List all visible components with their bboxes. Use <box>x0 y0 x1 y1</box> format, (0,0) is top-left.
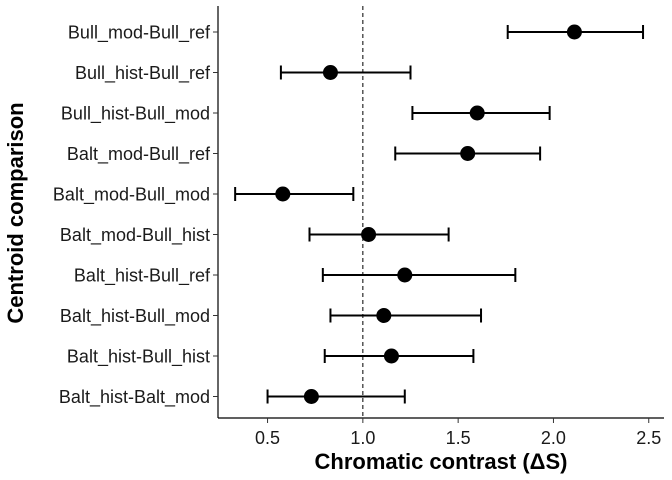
plot-area <box>234 6 645 418</box>
data-point <box>303 389 319 404</box>
data-point-group <box>234 186 355 202</box>
y-tick-label: Balt_mod-Bull_hist <box>60 225 210 246</box>
y-axis-title: Centroid comparison <box>3 102 28 323</box>
data-point-group <box>266 389 406 404</box>
data-point-group <box>323 348 475 364</box>
y-tick-label: Balt_mod-Bull_ref <box>67 144 211 165</box>
data-point <box>383 348 399 364</box>
data-point <box>460 146 476 161</box>
y-tick-label: Balt_mod-Bull_mod <box>53 185 210 206</box>
x-tick-label: 0.5 <box>255 428 280 448</box>
y-tick-label: Bull_mod-Bull_ref <box>68 23 211 44</box>
y-tick-label: Balt_hist-Bull_mod <box>60 306 210 327</box>
data-point-group <box>308 227 450 242</box>
x-tick-label: 1.5 <box>446 428 471 448</box>
y-axis-ticks: Bull_mod-Bull_ref Bull_hist-Bull_ref Bull_… <box>53 23 218 408</box>
data-point-group <box>329 308 483 323</box>
data-point <box>376 308 392 323</box>
y-tick-label: Bull_hist-Bull_mod <box>61 104 210 125</box>
data-point <box>397 267 413 283</box>
data-point <box>469 105 485 121</box>
y-tick-label: Balt_hist-Bull_hist <box>67 347 210 368</box>
data-point-group <box>506 24 645 40</box>
x-axis-title: Chromatic contrast (ΔS) <box>315 449 568 474</box>
x-tick-label: 2.0 <box>541 428 566 448</box>
y-tick-label: Balt_hist-Bull_ref <box>74 266 211 287</box>
data-point <box>566 24 582 40</box>
x-tick-label: 1.0 <box>350 428 375 448</box>
x-axis-ticks: 0.5 1.0 1.5 2.0 2.5 <box>255 418 661 448</box>
data-point-group <box>411 105 551 121</box>
data-point <box>275 186 291 202</box>
y-tick-label: Balt_hist-Balt_mod <box>59 387 210 408</box>
y-tick-label: Bull_hist-Bull_ref <box>75 63 211 84</box>
x-tick-label: 2.5 <box>636 428 661 448</box>
data-point <box>322 65 338 80</box>
data-point-group <box>394 146 542 161</box>
data-point-group <box>279 65 412 80</box>
data-point-group <box>321 267 517 283</box>
data-point <box>361 227 377 242</box>
